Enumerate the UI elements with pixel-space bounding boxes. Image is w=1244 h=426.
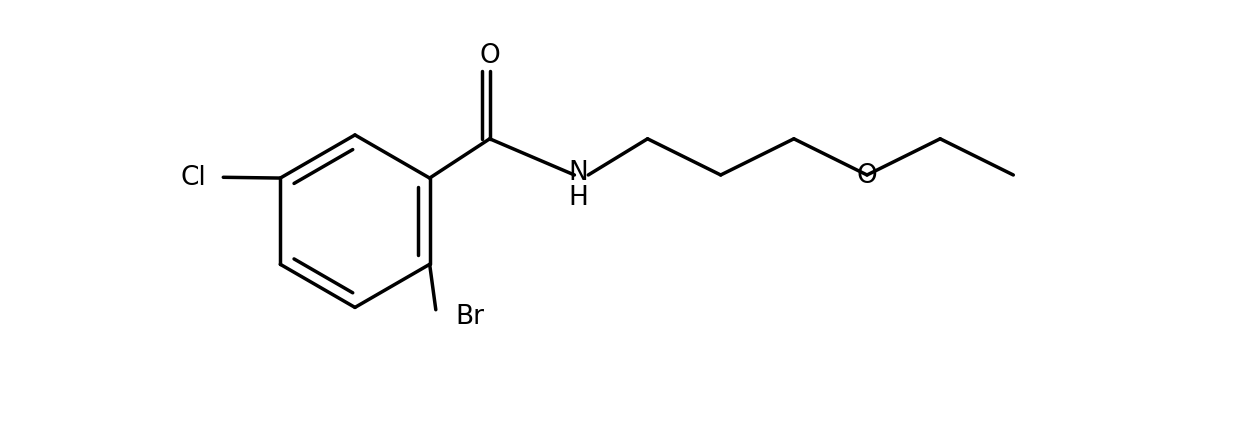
Text: O: O — [479, 43, 500, 69]
Text: Br: Br — [455, 303, 484, 329]
Text: O: O — [857, 163, 877, 189]
Text: Cl: Cl — [180, 165, 207, 191]
Text: N: N — [569, 159, 588, 185]
Text: H: H — [569, 184, 588, 210]
